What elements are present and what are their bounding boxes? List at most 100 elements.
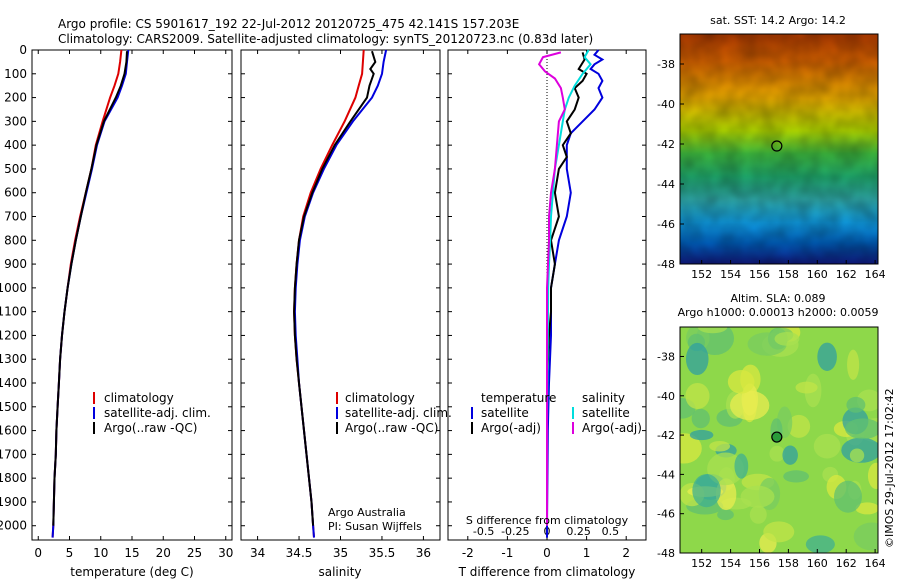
sla-blob xyxy=(817,342,837,371)
series-line-climatology xyxy=(293,49,365,538)
map-x-tick-label: 152 xyxy=(691,268,712,281)
depth-tick-label: 300 xyxy=(4,114,27,128)
difference-x-label: T difference from climatology xyxy=(458,565,636,579)
temperature-panel-frame xyxy=(31,49,233,541)
depth-tick-label: 1700 xyxy=(0,447,27,461)
sla-blob xyxy=(727,370,755,394)
map-y-tick-label: -38 xyxy=(657,350,675,363)
sla-map-axes: 152 154 156 158 160 162 164 -38 -40 -42 -44 -46 -48 xyxy=(657,350,886,570)
map-x-tick-label: 162 xyxy=(836,557,857,570)
legend-temp-satellite-label: satellite xyxy=(481,406,529,420)
sla-blob xyxy=(787,414,811,438)
sla-blob xyxy=(685,342,709,376)
series-line-satellite xyxy=(293,49,388,538)
depth-tick-label: 2000 xyxy=(0,519,27,533)
sla-blob xyxy=(763,521,795,543)
sla-blob xyxy=(707,452,744,486)
sla-blob xyxy=(691,408,710,429)
sla-blob xyxy=(844,418,878,439)
x-tick-label: 36 xyxy=(416,546,431,560)
map-x-tick-label: 156 xyxy=(749,557,770,570)
temperature-legend: climatology satellite-adj. clim. Argo(..… xyxy=(93,391,211,435)
sla-map-frame xyxy=(679,326,879,554)
figure-title-line1: Argo profile: CS 5901617_192 22-Jul-2012… xyxy=(58,17,519,31)
series-line-satellite xyxy=(546,49,605,538)
depth-tick-label: 100 xyxy=(4,67,27,81)
sla-blob xyxy=(740,485,775,508)
map-y-tick-label: -38 xyxy=(657,58,675,71)
map-y-tick-label: -40 xyxy=(657,390,675,403)
map-y-tick-label: -46 xyxy=(657,508,675,521)
series-line-satellite xyxy=(51,49,130,538)
sst-map-frame xyxy=(679,33,879,265)
series-line-salinity_argo xyxy=(537,51,566,526)
sla-blob xyxy=(717,509,734,521)
depth-tick-label: 500 xyxy=(4,162,27,176)
depth-tick-label: 900 xyxy=(4,257,27,271)
depth-tick-label: 1100 xyxy=(0,305,27,319)
x-tick-label: 20 xyxy=(156,546,171,560)
map-x-tick-label: 160 xyxy=(807,268,828,281)
sla-map-title: Altim. SLA: 0.089 xyxy=(730,292,825,305)
sla-blob xyxy=(769,445,785,462)
map-y-tick-label: -40 xyxy=(657,98,675,111)
sla-blob xyxy=(715,478,737,511)
sla-blob xyxy=(847,349,860,380)
map-y-tick-label: -48 xyxy=(657,547,675,560)
credit-annotation-line2: PI: Susan Wijffels xyxy=(328,520,422,533)
map-y-tick-label: -44 xyxy=(657,178,675,191)
sla-blob xyxy=(813,433,841,459)
depth-axis: 0 100 200 300 400 500 600 700 800 900 1000 1100 1200… xyxy=(0,43,27,533)
difference-legend: temperature satellite Argo(-adj) salinit… xyxy=(471,391,642,435)
legend-satellite-label: satellite-adj. clim. xyxy=(104,406,211,420)
x-tick-label: 30 xyxy=(218,546,233,560)
x-tick-label: 5 xyxy=(66,546,74,560)
depth-tick-label: 800 xyxy=(4,233,27,247)
sla-blob xyxy=(685,382,710,410)
map-x-tick-label: 156 xyxy=(749,268,770,281)
sla-blob xyxy=(689,429,714,441)
depth-tick-label: 0 xyxy=(19,43,27,57)
map-x-tick-label: 160 xyxy=(807,557,828,570)
legend-temp-argo-label: Argo(-adj) xyxy=(481,421,541,435)
depth-tick-label: 200 xyxy=(4,91,27,105)
legend-climatology-label: climatology xyxy=(345,391,415,405)
sla-blob xyxy=(805,535,835,553)
depth-tick-label: 1400 xyxy=(0,376,27,390)
map-y-tick-label: -48 xyxy=(657,258,675,271)
legend-sal-satellite-label: satellite xyxy=(582,406,630,420)
sla-blob xyxy=(782,445,798,465)
sla-blob xyxy=(855,502,878,515)
depth-tick-label: 1300 xyxy=(0,352,27,366)
sla-blob xyxy=(729,390,770,421)
depth-tick-label: 400 xyxy=(4,138,27,152)
sla-map-subtitle: Argo h1000: 0.00013 h2000: 0.0059 xyxy=(678,306,879,319)
sla-blob xyxy=(680,433,702,464)
series-line-climatology xyxy=(51,49,123,538)
x-tick-label: 34 xyxy=(250,546,265,560)
legend-salinity-title: salinity xyxy=(582,391,625,405)
x-tick-label: 1 xyxy=(583,546,591,560)
temperature-plot: 0 5 10 15 20 25 30 xyxy=(32,49,233,560)
legend-climatology-label: climatology xyxy=(104,391,174,405)
series-line-argo xyxy=(52,51,128,526)
sla-blob xyxy=(774,332,800,346)
credit-annotation-line1: Argo Australia xyxy=(328,506,406,519)
top-tick-label: -0.25 xyxy=(501,525,529,538)
depth-tick-label: 1500 xyxy=(0,400,27,414)
sst-argo-position-marker xyxy=(771,140,783,152)
salinity-legend: climatology satellite-adj. clim. Argo(..… xyxy=(336,391,452,435)
x-tick-label: 35 xyxy=(333,546,348,560)
map-x-tick-label: 154 xyxy=(720,557,741,570)
x-tick-label: -2 xyxy=(462,546,474,560)
map-x-tick-label: 162 xyxy=(836,268,857,281)
depth-tick-label: 700 xyxy=(4,210,27,224)
x-tick-label: 15 xyxy=(124,546,139,560)
series-line-salinity_satellite xyxy=(546,49,592,526)
x-tick-label: 0 xyxy=(34,546,42,560)
sla-blob xyxy=(697,327,728,334)
sla-blob xyxy=(849,448,865,463)
sla-blob xyxy=(709,441,731,452)
x-tick-label: 10 xyxy=(93,546,108,560)
